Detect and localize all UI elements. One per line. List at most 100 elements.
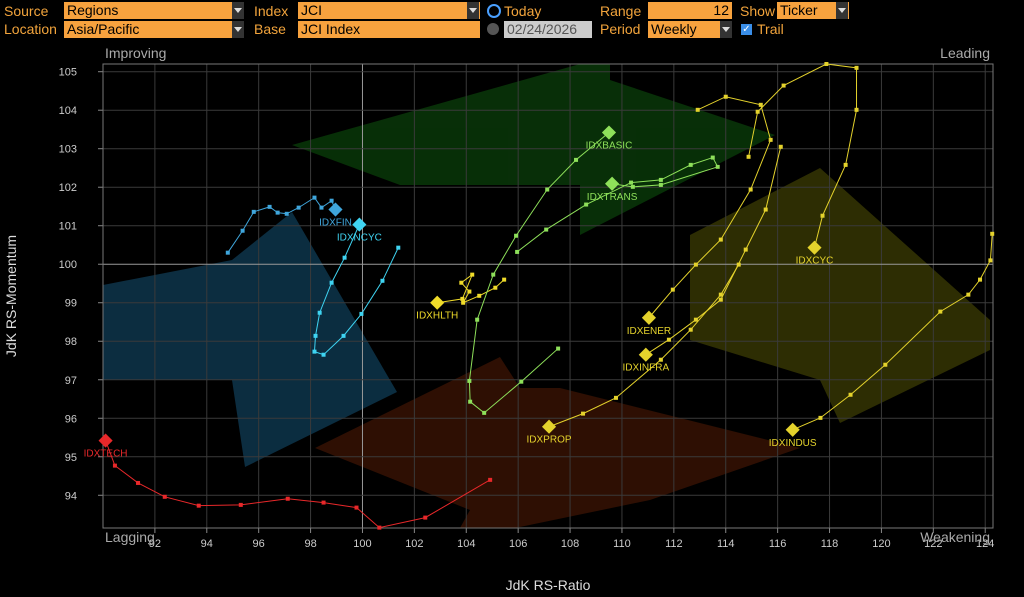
trail-point [820, 213, 825, 218]
y-tick-label: 98 [65, 336, 77, 348]
x-tick-label: 98 [304, 538, 316, 550]
dropdown-arrow[interactable] [232, 21, 244, 38]
source-select[interactable]: Regions [64, 2, 244, 19]
trail-point [613, 395, 618, 400]
head-marker [638, 347, 653, 362]
y-tick-label: 101 [59, 221, 77, 233]
trail-point [854, 107, 859, 112]
y-tick-label: 97 [65, 375, 77, 387]
x-tick-label: 100 [353, 538, 371, 550]
series-label: IDXINDUS [769, 438, 817, 449]
x-tick-label: 108 [561, 538, 579, 550]
trail-point [354, 505, 359, 510]
trail-point [359, 311, 364, 316]
trail-point [470, 272, 475, 277]
trail-point [519, 379, 524, 384]
trail-point [629, 180, 634, 185]
trail-point [688, 327, 693, 332]
trail-point [584, 202, 589, 207]
base-field[interactable]: JCI Index [298, 21, 480, 38]
y-tick-label: 100 [59, 259, 77, 271]
trail-point [574, 157, 579, 162]
trail-point [377, 525, 382, 530]
plot-frame [102, 63, 994, 529]
trail-point [321, 500, 326, 505]
trail-checkbox[interactable]: ✓ [741, 24, 752, 35]
trail-point [296, 205, 301, 210]
trail-point [743, 247, 748, 252]
show-select[interactable]: Ticker [777, 2, 849, 19]
y-tick-label: 94 [65, 490, 77, 502]
index-field[interactable]: JCI [298, 2, 480, 19]
trail-point [482, 410, 487, 415]
x-tick-label: 124 [976, 538, 994, 550]
trail-point [502, 277, 507, 282]
dropdown-arrow[interactable] [467, 2, 479, 19]
trail-point [693, 317, 698, 322]
trail-point [581, 411, 586, 416]
x-tick-label: 104 [457, 538, 475, 550]
location-select[interactable]: Asia/Pacific [64, 21, 244, 38]
trail-point [693, 262, 698, 267]
trail-point [459, 280, 464, 285]
trail-point [285, 496, 290, 501]
trail-point [710, 155, 715, 160]
head-marker [328, 202, 343, 217]
y-tick-label: 103 [59, 144, 77, 156]
trail-point [758, 102, 763, 107]
trail-point [467, 289, 472, 294]
trail-point [321, 352, 326, 357]
series: IDXTECH IDXFIN IDXNCYC IDXHLTH IDXBASIC IDXTR… [84, 62, 995, 530]
trail-point [461, 300, 466, 305]
trail-point [556, 346, 561, 351]
label: Range [600, 3, 642, 19]
period-select[interactable]: Weekly [648, 21, 732, 38]
trail-point [736, 262, 741, 267]
dropdown-arrow[interactable] [720, 21, 732, 38]
trail-point [824, 62, 829, 66]
head-marker [98, 433, 113, 448]
trail-point [196, 503, 201, 508]
date-field[interactable]: 02/24/2026 [504, 21, 592, 38]
trail-point [112, 463, 117, 468]
dropdown-arrow[interactable] [232, 2, 244, 19]
trail-point [670, 287, 675, 292]
dropdown-arrow[interactable] [836, 2, 848, 19]
trail-point [284, 211, 289, 216]
trail-point [225, 250, 230, 255]
trail-point [748, 187, 753, 192]
quadrant-label: Lagging [105, 529, 155, 545]
head-marker [641, 310, 657, 325]
head-marker [601, 125, 617, 140]
trail-point [988, 258, 993, 263]
trail-point [966, 292, 971, 297]
radio-date[interactable] [487, 23, 499, 35]
y-axis-label: JdK RS-Momentum [3, 235, 19, 357]
trail-point [818, 415, 823, 420]
trail-point [162, 494, 167, 499]
trail-point [978, 277, 983, 282]
x-axis-label: JdK RS-Ratio [506, 577, 591, 593]
x-tick-label: 92 [149, 538, 161, 550]
trail-point [313, 333, 318, 338]
trail-point [763, 207, 768, 212]
trail-point [843, 162, 848, 167]
trail-point [848, 392, 853, 397]
trail-point [342, 255, 347, 260]
x-tick-label: 96 [253, 538, 265, 550]
series-label: IDXNCYC [337, 233, 382, 244]
trail-point [658, 177, 663, 182]
arrow-weakening [690, 168, 990, 423]
range-field[interactable]: 12 [648, 2, 732, 19]
trail-point [468, 399, 473, 404]
trail-point [695, 107, 700, 112]
trail-point [423, 515, 428, 520]
radio-today[interactable] [487, 4, 501, 18]
trail-point [545, 187, 550, 192]
trail-point [493, 285, 498, 290]
head-marker [785, 422, 800, 437]
series-label: IDXFIN [319, 218, 352, 229]
x-tick-label: 114 [717, 538, 735, 550]
head-marker [807, 240, 822, 255]
